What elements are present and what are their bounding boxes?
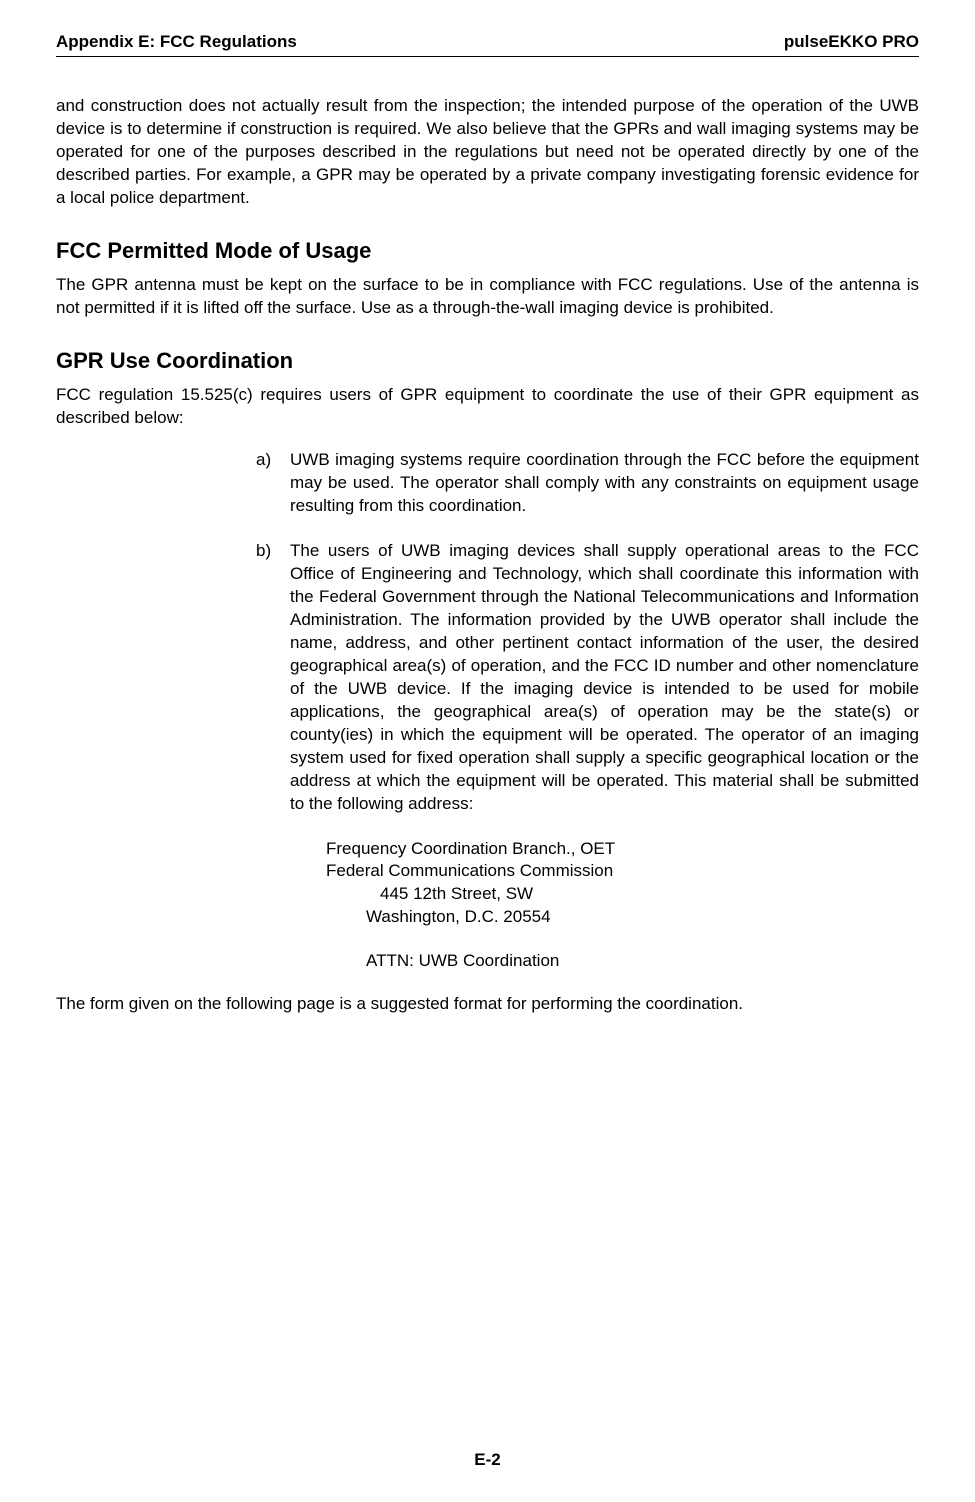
intro-paragraph: and construction does not actually resul…: [56, 95, 919, 210]
address-line3: 445 12th Street, SW: [326, 883, 919, 906]
address-block: Frequency Coordination Branch., OET Fede…: [326, 838, 919, 930]
section1-para: The GPR antenna must be kept on the surf…: [56, 274, 919, 320]
list-content: The users of UWB imaging devices shall s…: [290, 540, 919, 815]
address-line1: Frequency Coordination Branch., OET: [326, 838, 919, 861]
section2-heading: GPR Use Coordination: [56, 348, 919, 374]
attn-line: ATTN: UWB Coordination: [366, 951, 919, 971]
closing-para: The form given on the following page is …: [56, 993, 919, 1016]
section1-heading: FCC Permitted Mode of Usage: [56, 238, 919, 264]
section2-para: FCC regulation 15.525(c) requires users …: [56, 384, 919, 430]
list-content: UWB imaging systems require coordination…: [290, 449, 919, 518]
header-rule: [56, 56, 919, 57]
page-header: Appendix E: FCC Regulations pulseEKKO PR…: [56, 32, 919, 52]
address-line2: Federal Communications Commission: [326, 860, 919, 883]
list-item-b: b) The users of UWB imaging devices shal…: [256, 540, 919, 815]
list-marker: a): [256, 449, 290, 518]
list-item-a: a) UWB imaging systems require coordinat…: [256, 449, 919, 518]
page-footer: E-2: [0, 1450, 975, 1470]
address-line4: Washington, D.C. 20554: [326, 906, 919, 929]
ordered-list: a) UWB imaging systems require coordinat…: [256, 449, 919, 815]
list-marker: b): [256, 540, 290, 815]
header-right: pulseEKKO PRO: [784, 32, 919, 52]
header-left: Appendix E: FCC Regulations: [56, 32, 297, 52]
